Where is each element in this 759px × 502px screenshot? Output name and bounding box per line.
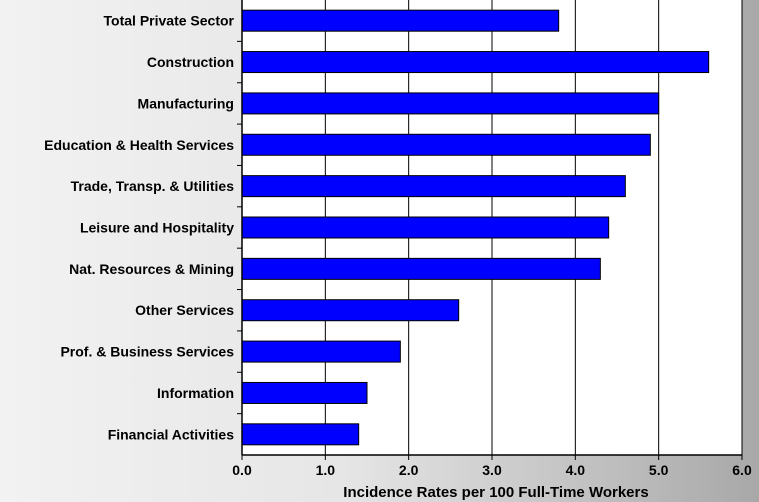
axes <box>237 0 743 460</box>
category-label: Information <box>157 385 234 401</box>
bar <box>241 257 601 280</box>
bar <box>241 92 660 115</box>
x-tick-label: 6.0 <box>732 462 752 478</box>
x-axis-title: Incidence Rates per 100 Full-Time Worker… <box>343 484 648 501</box>
category-label: Trade, Transp. & Utilities <box>71 178 235 194</box>
category-label: Manufacturing <box>138 95 234 111</box>
category-label: Construction <box>147 54 234 70</box>
category-label: Nat. Resources & Mining <box>69 261 234 277</box>
category-label: Prof. & Business Services <box>60 344 234 360</box>
x-tick-label: 1.0 <box>316 462 336 478</box>
x-tick-label: 5.0 <box>649 462 669 478</box>
bar <box>241 133 651 156</box>
bar <box>241 175 626 198</box>
bar <box>241 9 560 32</box>
category-label: Total Private Sector <box>104 13 235 29</box>
category-label: Financial Activities <box>108 426 235 442</box>
category-label: Other Services <box>135 302 234 318</box>
x-tick-label: 2.0 <box>399 462 419 478</box>
bar <box>241 51 710 74</box>
bar <box>241 381 368 404</box>
category-label: Education & Health Services <box>44 137 234 153</box>
bar <box>241 299 460 322</box>
bar <box>241 423 360 446</box>
bar <box>241 216 610 239</box>
x-tick-label: 0.0 <box>232 462 252 478</box>
bar <box>241 340 401 363</box>
labels: 0.0 1.0 2.0 3.0 4.0 5.0 6.0 Total Private Secto… <box>44 13 752 478</box>
x-tick-label: 4.0 <box>566 462 586 478</box>
x-tick-label: 3.0 <box>482 462 502 478</box>
category-label: Leisure and Hospitality <box>80 220 234 236</box>
